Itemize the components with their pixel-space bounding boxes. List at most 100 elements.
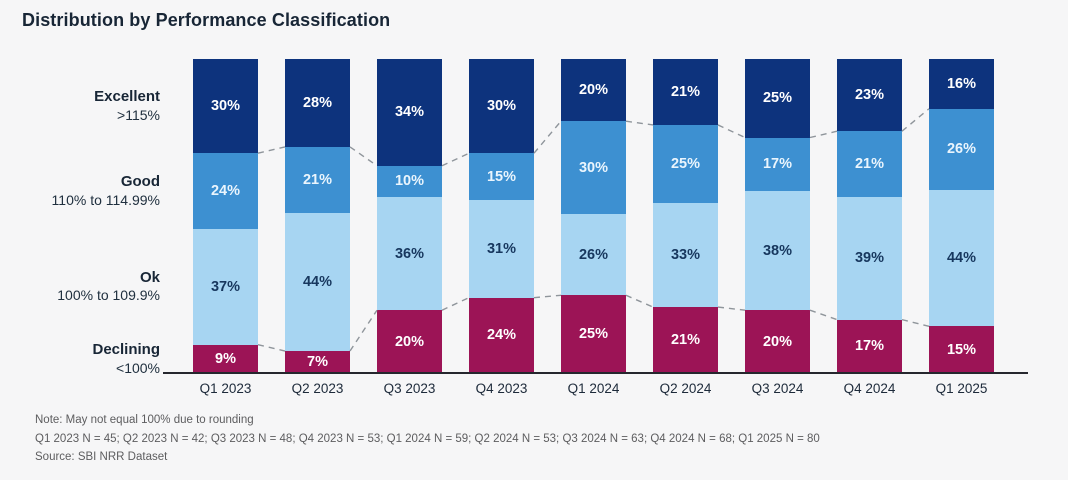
segment-ok: 36% bbox=[377, 197, 442, 311]
segment-value-label: 25% bbox=[762, 90, 793, 107]
segment-excellent: 30% bbox=[469, 59, 534, 154]
connector-line bbox=[441, 297, 470, 311]
segment-value-label: 24% bbox=[210, 182, 241, 199]
segment-declining: 24% bbox=[469, 297, 534, 373]
sample-sizes-note: Q1 2023 N = 45; Q2 2023 N = 42; Q3 2023 … bbox=[35, 432, 820, 445]
x-axis-label: Q1 2024 bbox=[567, 381, 620, 396]
segment-value-label: 44% bbox=[302, 273, 333, 290]
connector-line bbox=[257, 146, 286, 154]
segment-good: 21% bbox=[837, 131, 902, 198]
x-axis-label: Q3 2023 bbox=[383, 381, 436, 396]
x-axis-label: Q1 2025 bbox=[935, 381, 988, 396]
connector-line bbox=[533, 294, 562, 299]
chart-title: Distribution by Performance Classificati… bbox=[22, 10, 391, 30]
segment-value-label: 36% bbox=[394, 245, 425, 262]
segment-value-label: 17% bbox=[762, 156, 793, 173]
connector-line bbox=[533, 120, 562, 154]
connector-line bbox=[809, 130, 838, 139]
segment-ok: 37% bbox=[193, 228, 258, 345]
bar-q4-2023: 30% 15% 31% 24% bbox=[469, 59, 534, 373]
source-note: Source: SBI NRR Dataset bbox=[35, 451, 168, 463]
segment-value-label: 39% bbox=[854, 250, 885, 267]
category-label-ok: Ok 100% to 109.9% bbox=[0, 269, 160, 305]
category-name: Ok bbox=[139, 268, 160, 286]
segment-declining: 25% bbox=[561, 295, 626, 373]
segment-value-label: 25% bbox=[670, 156, 701, 173]
segment-declining: 21% bbox=[653, 307, 718, 373]
segment-value-label: 30% bbox=[578, 159, 609, 176]
connector-line bbox=[717, 306, 746, 311]
segment-good: 10% bbox=[377, 165, 442, 198]
connector-line bbox=[901, 318, 930, 328]
category-label-excellent: Excellent >115% bbox=[0, 88, 160, 124]
segment-ok: 31% bbox=[469, 200, 534, 298]
segment-value-label: 33% bbox=[670, 247, 701, 264]
x-axis-line bbox=[163, 372, 1028, 375]
category-label-good: Good 110% to 114.99% bbox=[0, 173, 160, 209]
segment-excellent: 21% bbox=[653, 59, 718, 125]
bar-q3-2023: 34% 10% 36% 20% bbox=[377, 59, 442, 373]
segment-excellent: 30% bbox=[193, 59, 258, 154]
segment-ok: 39% bbox=[837, 197, 902, 320]
segment-value-label: 25% bbox=[578, 326, 609, 343]
segment-good: 15% bbox=[469, 153, 534, 201]
segment-value-label: 16% bbox=[946, 75, 977, 92]
segment-declining: 7% bbox=[285, 351, 350, 373]
segment-value-label: 20% bbox=[394, 333, 425, 350]
connector-line bbox=[257, 344, 286, 352]
connector-line bbox=[717, 124, 746, 139]
segment-ok: 44% bbox=[285, 212, 350, 351]
category-range: 100% to 109.9% bbox=[57, 287, 160, 304]
category-name: Good bbox=[120, 172, 160, 190]
segment-value-label: 21% bbox=[302, 171, 333, 188]
segment-good: 21% bbox=[285, 146, 350, 213]
x-axis-label: Q2 2024 bbox=[659, 381, 712, 396]
connector-line bbox=[625, 294, 654, 308]
x-axis-label: Q4 2024 bbox=[843, 381, 896, 396]
bar-q1-2023: 30% 24% 37% 9% bbox=[193, 59, 258, 373]
segment-excellent: 20% bbox=[561, 59, 626, 122]
segment-excellent: 34% bbox=[377, 59, 442, 166]
segment-excellent: 25% bbox=[745, 59, 810, 138]
segment-value-label: 20% bbox=[578, 82, 609, 99]
segment-value-label: 9% bbox=[215, 350, 236, 367]
segment-ok: 38% bbox=[745, 190, 810, 311]
segment-value-label: 26% bbox=[946, 141, 977, 158]
segment-excellent: 16% bbox=[929, 59, 994, 109]
segment-excellent: 23% bbox=[837, 59, 902, 132]
segment-ok: 44% bbox=[929, 189, 994, 327]
bar-q4-2024: 23% 21% 39% 17% bbox=[837, 59, 902, 373]
segment-value-label: 15% bbox=[486, 168, 517, 185]
category-range: >115% bbox=[117, 106, 160, 123]
x-axis-label: Q4 2023 bbox=[475, 381, 528, 396]
segment-good: 25% bbox=[653, 124, 718, 204]
segment-declining: 15% bbox=[929, 326, 994, 373]
connector-line bbox=[625, 120, 654, 126]
segment-value-label: 21% bbox=[854, 156, 885, 173]
x-axis-label: Q2 2023 bbox=[291, 381, 344, 396]
segment-value-label: 23% bbox=[854, 87, 885, 104]
category-label-declining: Declining <100% bbox=[0, 341, 160, 377]
segment-good: 24% bbox=[193, 153, 258, 229]
bar-q2-2023: 28% 21% 44% 7% bbox=[285, 59, 350, 373]
segment-good: 17% bbox=[745, 137, 810, 191]
category-range: <100% bbox=[116, 359, 160, 376]
bar-q1-2024: 20% 30% 26% 25% bbox=[561, 59, 626, 373]
x-axis-label: Q1 2023 bbox=[199, 381, 252, 396]
connector-line bbox=[441, 152, 470, 167]
segment-value-label: 24% bbox=[486, 327, 517, 344]
segment-value-label: 20% bbox=[762, 333, 793, 350]
segment-value-label: 31% bbox=[486, 240, 517, 257]
segment-value-label: 44% bbox=[946, 249, 977, 266]
category-range: 110% to 114.99% bbox=[51, 191, 160, 208]
segment-declining: 20% bbox=[377, 310, 442, 373]
segment-value-label: 17% bbox=[854, 338, 885, 355]
bar-q3-2024: 25% 17% 38% 20% bbox=[745, 59, 810, 373]
segment-ok: 26% bbox=[561, 214, 626, 296]
segment-value-label: 10% bbox=[394, 173, 425, 190]
rounding-note: Note: May not equal 100% due to rounding bbox=[35, 414, 254, 426]
segment-value-label: 37% bbox=[210, 278, 241, 295]
